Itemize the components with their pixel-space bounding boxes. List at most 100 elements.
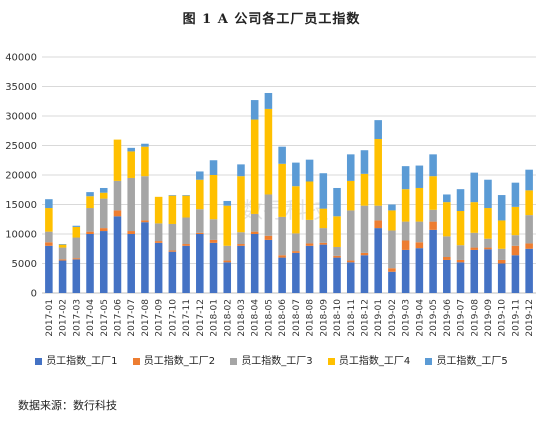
bar-segment-factory1 xyxy=(525,248,533,293)
bar-segment-factory3 xyxy=(443,236,451,258)
legend-label: 员工指数_工厂1 xyxy=(46,356,118,367)
bar-segment-factory2 xyxy=(58,259,67,261)
bar-segment-factory1 xyxy=(72,259,81,293)
bar-segment-factory5 xyxy=(278,146,286,164)
bar-segment-factory5 xyxy=(196,171,204,180)
bar-segment-factory4 xyxy=(72,226,81,238)
bar-segment-factory1 xyxy=(223,262,232,293)
bar-segment-factory5 xyxy=(319,173,328,209)
x-tick-label: 2019-02 xyxy=(388,299,398,337)
bar-segment-factory5 xyxy=(86,192,94,197)
x-tick-label: 2017-03 xyxy=(72,299,82,337)
bar-segment-factory3 xyxy=(72,237,81,259)
bar-segment-factory2 xyxy=(99,228,108,232)
bar-segment-factory3 xyxy=(470,232,479,248)
y-axis-ticks: 0 5000 10000 15000 20000 25000 30000 35000 40000 xyxy=(5,53,37,300)
bar-segment-factory1 xyxy=(401,249,410,293)
bar-segment-factory1 xyxy=(141,222,149,293)
bar-segment-factory2 xyxy=(443,257,451,260)
bar-segment-factory5 xyxy=(346,154,355,181)
bar-segment-factory5 xyxy=(305,159,314,182)
bar-segment-factory1 xyxy=(443,259,451,293)
bar-segment-factory5 xyxy=(127,147,135,152)
x-tick-label: 2018-05 xyxy=(264,299,274,337)
bar-segment-factory3 xyxy=(250,213,259,232)
legend-swatch xyxy=(425,357,433,365)
x-tick-label: 2017-10 xyxy=(168,299,178,337)
bar-segment-factory5 xyxy=(456,189,465,211)
bar-segment-factory3 xyxy=(374,205,382,221)
y-tick-label: 10000 xyxy=(5,230,37,241)
bar-segment-factory4 xyxy=(415,187,424,222)
bar-segment-factory2 xyxy=(415,242,424,249)
bar-segment-factory5 xyxy=(292,162,300,187)
x-tick-label: 2017-08 xyxy=(141,299,151,337)
bar-segment-factory1 xyxy=(346,262,355,293)
legend-item-factory3: 员工指数_工厂3 xyxy=(230,352,313,367)
bar-segment-factory1 xyxy=(511,255,520,293)
bar-segment-factory1 xyxy=(456,262,465,293)
bar-segment-factory2 xyxy=(113,210,122,217)
bar-segment-factory2 xyxy=(154,241,163,243)
bar-segment-factory3 xyxy=(525,215,533,244)
bar-segment-factory1 xyxy=(113,216,122,293)
bar-segment-factory2 xyxy=(72,258,81,260)
bar-segment-factory2 xyxy=(346,260,355,263)
chart-legend: 员工指数_工厂1 员工指数_工厂2 员工指数_工厂3 员工指数_工厂4 员工指数… xyxy=(0,352,543,367)
bar-segment-factory4 xyxy=(470,202,479,233)
y-tick-label: 20000 xyxy=(5,171,37,182)
bar-segment-factory3 xyxy=(45,231,53,243)
bar-segment-factory2 xyxy=(278,255,286,258)
x-tick-label: 2018-08 xyxy=(306,299,316,337)
bar-segment-factory4 xyxy=(456,210,465,246)
x-tick-label: 2018-07 xyxy=(292,299,302,337)
legend-item-factory4: 员工指数_工厂4 xyxy=(327,352,410,367)
bar-segment-factory4 xyxy=(292,186,300,234)
bar-segment-factory4 xyxy=(346,180,355,211)
bar-segment-factory3 xyxy=(209,219,218,240)
bar-segment-factory4 xyxy=(141,146,149,177)
y-tick-label: 35000 xyxy=(5,82,37,93)
bar-segment-factory2 xyxy=(250,231,259,234)
x-tick-label: 2019-07 xyxy=(457,299,467,337)
bar-segment-factory5 xyxy=(45,199,53,209)
bar-segment-factory2 xyxy=(333,255,341,258)
bar-segment-factory5 xyxy=(511,182,520,207)
x-tick-label: 2018-06 xyxy=(278,299,288,337)
x-tick-label: 2018-03 xyxy=(237,299,247,337)
bar-segment-factory1 xyxy=(168,251,177,293)
bar-segment-factory4 xyxy=(209,175,218,220)
bar-segment-factory4 xyxy=(86,196,94,209)
bar-segment-factory4 xyxy=(264,108,273,195)
bar-segment-factory2 xyxy=(525,243,533,249)
bar-segment-factory2 xyxy=(182,244,190,246)
legend-swatch xyxy=(35,357,43,365)
bar-segment-factory3 xyxy=(86,208,94,232)
bar-segment-factory5 xyxy=(99,187,108,193)
bar-segment-factory5 xyxy=(333,187,341,217)
bar-segment-factory4 xyxy=(388,210,396,231)
bar-segment-factory4 xyxy=(511,206,520,236)
legend-swatch xyxy=(327,357,335,365)
x-tick-label: 2018-10 xyxy=(333,299,343,337)
bar-segment-factory2 xyxy=(168,250,177,252)
stacked-bar-chart: 0 5000 10000 15000 20000 25000 30000 35000 40000… xyxy=(5,53,536,337)
bar-segment-factory1 xyxy=(264,239,273,293)
bar-segment-factory3 xyxy=(237,232,245,245)
bar-segment-factory1 xyxy=(292,252,300,293)
bar-segment-factory4 xyxy=(278,163,286,217)
bar-segment-factory4 xyxy=(305,181,314,220)
x-tick-label: 2019-10 xyxy=(498,299,508,337)
bar-segment-factory1 xyxy=(127,234,135,293)
bar-segment-factory3 xyxy=(319,228,328,243)
bar-segment-factory3 xyxy=(456,245,465,260)
bar-segment-factory5 xyxy=(401,166,410,190)
bar-segment-factory5 xyxy=(72,225,81,227)
bar-segment-factory2 xyxy=(223,260,232,263)
bar-segment-factory1 xyxy=(470,249,479,293)
x-axis-ticks: 2017-01 2017-02 2017-03 2017-04 2017-05 2017-… xyxy=(45,299,535,337)
bar-segment-factory2 xyxy=(497,259,506,264)
bar-segment-factory5 xyxy=(168,195,177,196)
bar-segment-factory1 xyxy=(278,257,286,293)
bar-segment-factory1 xyxy=(333,257,341,293)
